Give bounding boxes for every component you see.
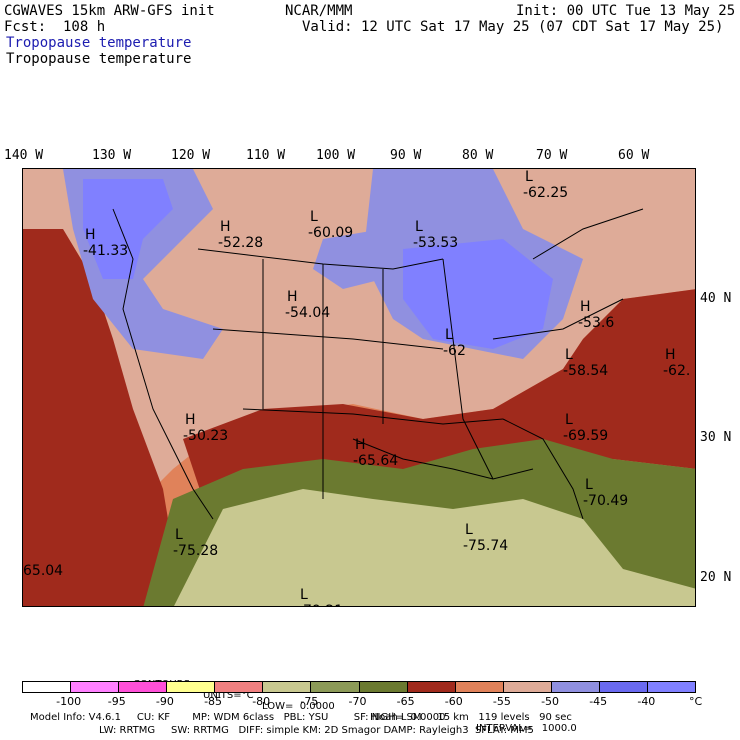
lon-label-140w: 140 W <box>4 148 44 163</box>
map-center-value-7: -53.6 <box>578 315 614 331</box>
lat-label-40n: 40 N <box>700 291 732 306</box>
color-swatch-3 <box>167 682 216 692</box>
color-tick-2: -90 <box>155 695 174 708</box>
map-center-value-2: -60.09 <box>308 225 353 241</box>
map-center-value-6: -62 <box>443 343 466 359</box>
map-center-letter-3: L <box>415 219 423 235</box>
map-center-letter-0: H <box>85 227 96 243</box>
map-center-value-12: -69.59 <box>563 428 608 444</box>
map-center-value-5: -54.04 <box>285 305 330 321</box>
color-tick-5: -75 <box>300 695 319 708</box>
lat-label-30n: 30 N <box>700 430 732 445</box>
map-center-value-16: 65.04 <box>23 563 63 579</box>
color-swatch-4 <box>215 682 264 692</box>
model-info-line2: LW: RRTMG SW: RRTMG DIFF: simple KM: 2D … <box>99 725 534 736</box>
map-center-letter-6: L <box>445 327 453 343</box>
map-center-letter-4: L <box>525 169 533 185</box>
color-tick-13: °C <box>689 695 703 708</box>
color-tick-11: -45 <box>589 695 608 708</box>
map-center-letter-8: L <box>565 347 573 363</box>
color-tick-9: -55 <box>492 695 511 708</box>
contours-units: UNITS=°C <box>203 690 254 701</box>
contours-high: HIGH= 0.0000 <box>370 712 446 723</box>
map-center-letter-17: L <box>300 587 308 603</box>
map-center-letter-10: H <box>185 412 196 428</box>
lon-label-100w: 100 W <box>316 148 356 163</box>
map-center-letter-1: H <box>220 219 231 235</box>
color-swatch-9 <box>455 682 504 692</box>
map-center-value-13: -70.49 <box>583 493 628 509</box>
map-center-letter-9: H <box>665 347 676 363</box>
color-swatch-7 <box>359 682 408 692</box>
org-label: NCAR/MMM <box>285 3 353 19</box>
valid-time: Valid: 12 UTC Sat 17 May 25 (07 CDT Sat … <box>302 19 724 35</box>
contours-interval: INTERVAL= 1000.0 <box>476 723 577 734</box>
color-swatch-13 <box>648 682 696 692</box>
map-center-value-8: -58.54 <box>563 363 608 379</box>
contours-low: LOW= 0.0000 <box>262 701 335 712</box>
map-center-letter-7: H <box>580 299 591 315</box>
color-swatch-10 <box>503 682 552 692</box>
color-tick-7: -65 <box>396 695 415 708</box>
color-tick-1: -95 <box>107 695 126 708</box>
color-tick-4: -80 <box>252 695 271 708</box>
model-info-line1: Model Info: V4.6.1 CU: KF MP: WDM 6class… <box>30 712 572 723</box>
color-swatch-5 <box>263 682 312 692</box>
lon-label-120w: 120 W <box>171 148 211 163</box>
color-tick-8: -60 <box>444 695 463 708</box>
map-center-value-15: -75.74 <box>463 538 508 554</box>
color-swatch-2 <box>119 682 168 692</box>
color-tick-3: -85 <box>204 695 223 708</box>
color-tick-12: -40 <box>637 695 656 708</box>
field-title-primary: Tropopause temperature <box>6 35 192 51</box>
map-center-letter-14: L <box>175 527 183 543</box>
map-center-letter-11: H <box>355 437 366 453</box>
color-tick-6: -70 <box>348 695 367 708</box>
forecast-hour: Fcst: 108 h <box>4 19 106 35</box>
lon-label-130w: 130 W <box>92 148 132 163</box>
color-swatch-1 <box>71 682 120 692</box>
field-title-secondary: Tropopause temperature <box>6 51 192 67</box>
tropopause-temperature-map: H -41.33 H -52.28 L -60.09 L -53.53 L -62.25 H -54.… <box>22 168 696 607</box>
map-center-value-17: -79.21 <box>298 603 343 607</box>
map-center-letter-13: L <box>585 477 593 493</box>
color-swatch-11 <box>551 682 600 692</box>
map-center-letter-12: L <box>565 412 573 428</box>
map-center-value-10: -50.23 <box>183 428 228 444</box>
lon-label-110w: 110 W <box>246 148 286 163</box>
color-tick-0: -100 <box>56 695 82 708</box>
map-center-value-1: -52.28 <box>218 235 263 251</box>
map-center-letter-2: L <box>310 209 318 225</box>
color-swatch-12 <box>599 682 649 692</box>
color-swatch-0 <box>23 682 72 692</box>
map-center-letter-5: H <box>287 289 298 305</box>
map-center-value-3: -53.53 <box>413 235 458 251</box>
init-time: Init: 00 UTC Tue 13 May 25 <box>516 3 736 19</box>
map-center-value-4: -62.25 <box>523 185 568 201</box>
color-legend-bar <box>22 681 696 693</box>
lon-label-60w: 60 W <box>618 148 650 163</box>
lat-label-20n: 20 N <box>700 570 732 585</box>
lon-label-70w: 70 W <box>536 148 568 163</box>
color-swatch-6 <box>311 682 360 692</box>
map-center-value-9: -62. <box>663 363 690 379</box>
map-center-letter-15: L <box>465 522 473 538</box>
color-tick-10: -50 <box>541 695 560 708</box>
lon-label-90w: 90 W <box>390 148 422 163</box>
lon-label-80w: 80 W <box>462 148 494 163</box>
map-center-value-14: -75.28 <box>173 543 218 559</box>
color-swatch-8 <box>407 682 456 692</box>
map-center-value-0: -41.33 <box>83 243 128 259</box>
model-title: CGWAVES 15km ARW-GFS init <box>4 3 215 19</box>
map-center-value-11: -65.64 <box>353 453 398 469</box>
